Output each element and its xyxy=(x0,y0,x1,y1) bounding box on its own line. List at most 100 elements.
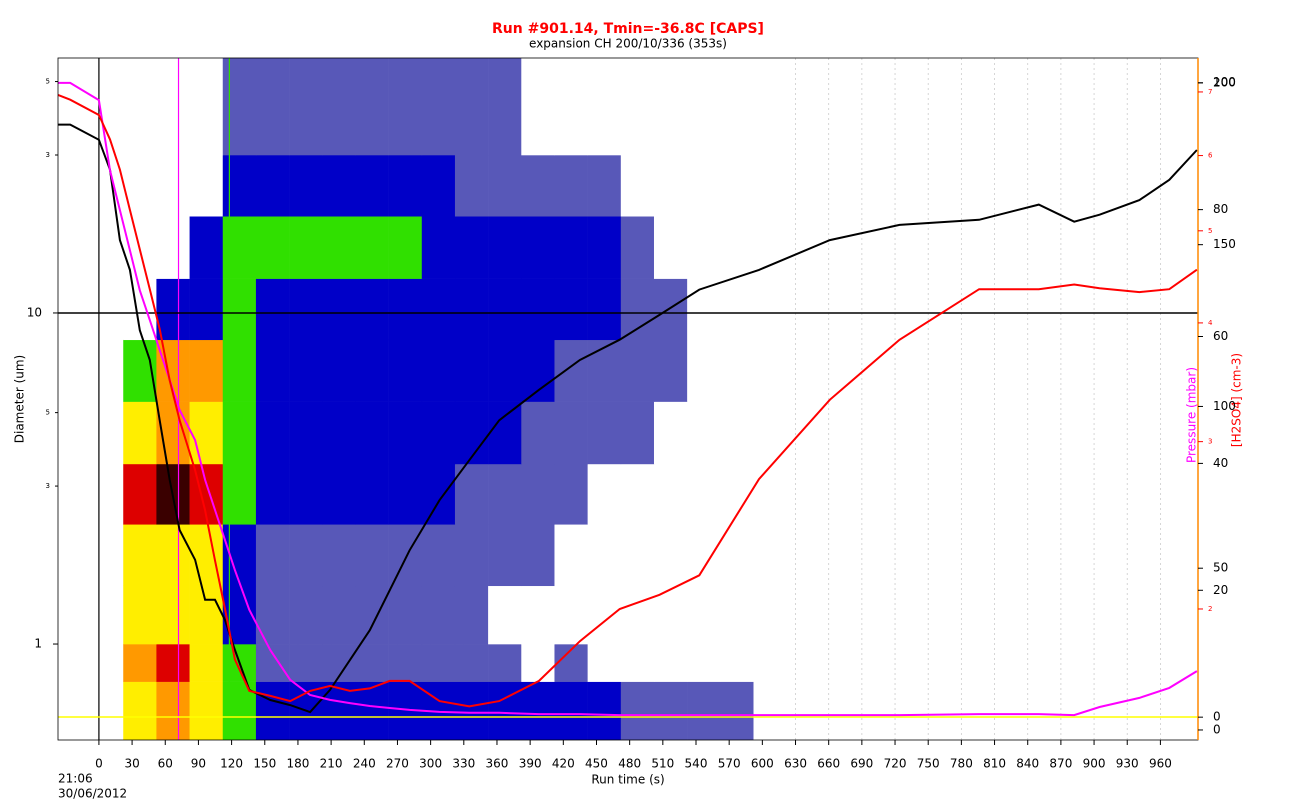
heatmap-cell xyxy=(554,58,588,156)
heatmap-cell xyxy=(620,524,655,587)
heatmap-cell xyxy=(521,58,555,156)
heatmap-cell xyxy=(255,463,290,525)
y-right-tick-label: 100 xyxy=(1213,399,1236,413)
heatmap-cell xyxy=(388,401,423,465)
heatmap-cell xyxy=(620,339,655,402)
heatmap-cell xyxy=(687,681,721,740)
heatmap-cell xyxy=(488,58,522,156)
heatmap-cell xyxy=(255,585,290,645)
heatmap-cell xyxy=(156,216,190,279)
heatmap-cell xyxy=(123,463,157,525)
x-tick-label: 0 xyxy=(95,757,103,771)
heatmap-cell xyxy=(355,58,389,156)
heatmap-cell xyxy=(123,401,157,465)
heatmap-cell xyxy=(156,644,190,682)
heatmap-cell xyxy=(554,681,588,740)
x-tick-label: 810 xyxy=(983,757,1006,771)
y4-axis-label: [H2SO4] (cm-3) xyxy=(1230,353,1244,447)
y-right-tick-label: 40 xyxy=(1213,456,1228,470)
heatmap-cell xyxy=(454,155,489,217)
heatmap-cell xyxy=(488,278,522,341)
heatmap-cell xyxy=(653,278,688,341)
heatmap-cell xyxy=(620,463,655,525)
heatmap-cell xyxy=(421,216,456,279)
heatmap-cell xyxy=(156,585,190,645)
heatmap-cell xyxy=(720,644,754,682)
y-tick-label: 1 xyxy=(34,637,42,651)
heatmap-cell xyxy=(554,216,588,279)
heatmap-cell xyxy=(289,401,323,465)
x-tick-label: 240 xyxy=(353,757,376,771)
heatmap-cell xyxy=(421,278,456,341)
x-tick-label: 960 xyxy=(1149,757,1172,771)
heatmap-cell xyxy=(653,216,688,279)
y-axis-label: Diameter (um) xyxy=(13,355,27,444)
y-right-tick-label: 3 xyxy=(1208,438,1212,446)
heatmap-cell xyxy=(355,585,389,645)
x-tick-label: 630 xyxy=(784,757,807,771)
heatmap-cell xyxy=(687,463,721,525)
heatmap-cell xyxy=(222,216,257,279)
heatmap-cell xyxy=(488,339,522,402)
heatmap-cell xyxy=(189,216,224,279)
heatmap-cell xyxy=(454,339,489,402)
heatmap-cell xyxy=(189,58,224,156)
heatmap-cell xyxy=(388,585,423,645)
heatmap-cell xyxy=(753,585,787,645)
heatmap-cell xyxy=(554,278,588,341)
heatmap-cell xyxy=(156,681,190,740)
heatmap-cell xyxy=(189,155,224,217)
heatmap-cell xyxy=(322,155,356,217)
heatmap-cell xyxy=(189,339,224,402)
heatmap-cell xyxy=(421,58,456,156)
heatmap-cell xyxy=(289,463,323,525)
heatmap-cell xyxy=(421,401,456,465)
y-right-tick-label: 100 xyxy=(1213,75,1236,89)
heatmap-cell xyxy=(322,463,356,525)
heatmap-cell xyxy=(189,401,224,465)
heatmap-cell xyxy=(454,278,489,341)
heatmap-cell xyxy=(587,58,622,156)
x-tick-label: 450 xyxy=(585,757,608,771)
heatmap-cell xyxy=(421,585,456,645)
heatmap-cell xyxy=(421,524,456,587)
heatmap-cell xyxy=(687,155,721,217)
heatmap-cell xyxy=(421,339,456,402)
heatmap-cell xyxy=(653,681,688,740)
y-right-tick-label: 0 xyxy=(1213,710,1221,724)
heatmap-cell xyxy=(156,155,190,217)
heatmap-cell xyxy=(289,278,323,341)
heatmap-cell xyxy=(255,58,290,156)
heatmap-cell xyxy=(753,155,787,217)
heatmap-cell xyxy=(488,644,522,682)
x-tick-label: 840 xyxy=(1016,757,1039,771)
heatmap-cell xyxy=(421,644,456,682)
x-tick-label: 180 xyxy=(286,757,309,771)
y-right-tick-label: 5 xyxy=(1208,227,1212,235)
heatmap-cell xyxy=(189,278,224,341)
heatmap-cell xyxy=(222,585,257,645)
heatmap-cell xyxy=(620,644,655,682)
heatmap-cell xyxy=(620,58,655,156)
y-right-tick-label: 150 xyxy=(1213,237,1236,251)
heatmap-cell xyxy=(521,216,555,279)
heatmap-cell xyxy=(123,58,157,156)
heatmap-cell xyxy=(720,58,754,156)
x-tick-label: 270 xyxy=(386,757,409,771)
heatmap-cell xyxy=(289,216,323,279)
heatmap-cell xyxy=(454,463,489,525)
heatmap-cell xyxy=(720,278,754,341)
heatmap-cell xyxy=(687,216,721,279)
heatmap-cell xyxy=(255,155,290,217)
y-right-tick-label: 200 xyxy=(1213,75,1236,89)
heatmap-cell xyxy=(653,58,688,156)
heatmap-cell xyxy=(554,155,588,217)
heatmap-cell xyxy=(753,463,787,525)
heatmap-cell xyxy=(521,524,555,587)
heatmap-cell xyxy=(322,401,356,465)
heatmap-cell xyxy=(355,644,389,682)
series-line xyxy=(58,81,1198,717)
heatmap-cell xyxy=(388,463,423,525)
x-tick-label: 300 xyxy=(419,757,442,771)
